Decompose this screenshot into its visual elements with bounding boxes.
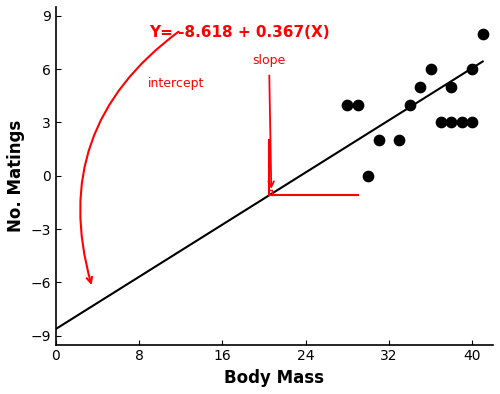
- Point: [448, 84, 456, 90]
- Point: [364, 173, 372, 179]
- Text: intercept: intercept: [148, 77, 204, 90]
- Y-axis label: No. Matings: No. Matings: [7, 120, 25, 232]
- Point: [354, 102, 362, 108]
- Point: [344, 102, 351, 108]
- Point: [437, 119, 445, 126]
- Point: [468, 119, 476, 126]
- Point: [374, 137, 382, 143]
- Point: [468, 66, 476, 72]
- Point: [478, 30, 486, 37]
- Text: Y= -8.618 + 0.367(X): Y= -8.618 + 0.367(X): [150, 25, 330, 40]
- Point: [416, 84, 424, 90]
- Point: [396, 137, 404, 143]
- X-axis label: Body Mass: Body Mass: [224, 369, 324, 387]
- Point: [458, 119, 466, 126]
- Point: [426, 66, 434, 72]
- Point: [406, 102, 414, 108]
- Point: [448, 119, 456, 126]
- Text: slope: slope: [252, 54, 286, 67]
